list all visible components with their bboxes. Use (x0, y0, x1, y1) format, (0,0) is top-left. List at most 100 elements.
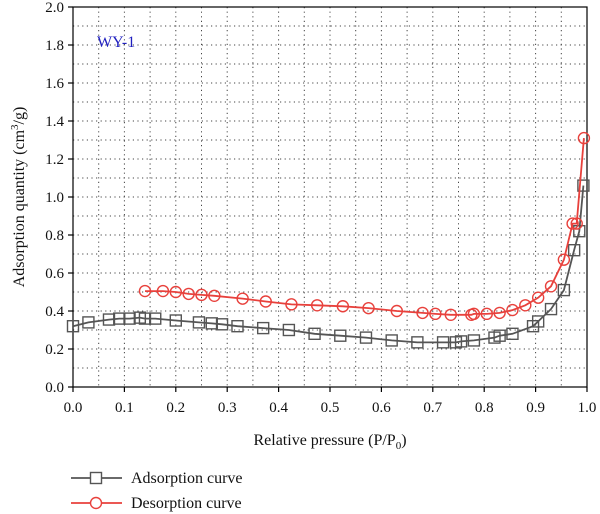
data-point (282, 323, 296, 337)
data-point (573, 224, 586, 238)
data-point (436, 336, 450, 349)
data-point (308, 327, 321, 340)
x-tick-label: 0.2 (166, 400, 185, 416)
data-point (66, 320, 80, 333)
data-point (102, 313, 116, 326)
x-tick-label: 0.7 (423, 400, 442, 416)
data-point (113, 312, 126, 325)
y-tick-label: 1.4 (45, 114, 64, 130)
data-point (467, 334, 481, 347)
data-point (493, 329, 506, 342)
data-point (531, 291, 545, 304)
y-tick-label: 1.6 (45, 76, 64, 92)
y-axis-title-sup: 3 (9, 124, 21, 130)
y-axis-title-main: Adsorption quantity (cm (11, 129, 28, 287)
grid (73, 7, 587, 387)
data-point (577, 131, 591, 145)
x-tick-label: 0.8 (475, 400, 494, 416)
data-point (480, 307, 493, 321)
data-point (195, 288, 208, 302)
data-point (149, 312, 162, 325)
data-point (334, 329, 347, 342)
legend-label-desorption: Desorption curve (131, 495, 242, 512)
data-point (256, 321, 270, 335)
y-tick-label: 0.2 (45, 342, 64, 358)
data-point (506, 327, 519, 340)
data-point (169, 285, 183, 299)
data-point (557, 283, 571, 297)
x-axis-title-end: ) (401, 432, 406, 449)
data-point (138, 284, 152, 298)
x-tick-label: 0.1 (115, 400, 134, 416)
y-axis-title-end: /g) (11, 107, 28, 125)
data-point (570, 217, 583, 230)
x-axis-title-sub: 0 (396, 440, 402, 452)
x-tick-label: 0.4 (269, 400, 288, 416)
x-axis-title: Relative pressure (P/P0) (253, 432, 406, 452)
data-point (215, 318, 229, 331)
data-point (429, 307, 442, 321)
data-point (493, 306, 506, 320)
axis-ticks: 0.0 0.1 0.2 0.3 0.4 0.5 0.6 0.7 0.8 0.9 1.0 0.0 0.2 0… (45, 0, 596, 416)
x-tick-label: 0.5 (321, 400, 340, 416)
data-point (123, 312, 136, 325)
x-tick-label: 0.9 (526, 400, 545, 416)
data-point (390, 304, 404, 318)
x-axis-title-main: Relative pressure (P/P (253, 432, 395, 449)
sample-annotation: WY-1 (97, 34, 135, 51)
data-point (544, 302, 558, 316)
data-point (506, 303, 519, 317)
data-point (182, 287, 195, 301)
data-point (519, 299, 532, 312)
data-point (359, 331, 373, 344)
data-point (236, 292, 249, 305)
y-tick-label: 1.8 (45, 38, 64, 54)
data-point (544, 280, 558, 293)
data-point (205, 317, 218, 330)
data-point (531, 315, 545, 328)
series-line (145, 138, 585, 316)
legend-marker-desorption (89, 496, 103, 510)
data-point (567, 243, 581, 257)
y-tick-label: 0.4 (45, 304, 64, 320)
data-point (259, 295, 272, 308)
y-tick-label: 0.0 (45, 380, 64, 396)
legend-item-desorption: Desorption curve (71, 495, 242, 512)
legend-item-adsorption: Adsorption curve (71, 470, 243, 487)
data-point (557, 253, 571, 266)
data-point (362, 301, 375, 315)
y-tick-label: 2.0 (45, 0, 64, 16)
data-point (444, 308, 457, 321)
data-point (138, 312, 152, 325)
y-tick-label: 1.0 (45, 190, 64, 206)
x-tick-label: 0.3 (218, 400, 237, 416)
y-axis-title: Adsorption quantity (cm3/g) (9, 107, 28, 288)
series-line (72, 185, 585, 344)
data-point (82, 316, 95, 329)
data-point (310, 299, 324, 312)
data-point (467, 307, 481, 321)
data-point (285, 298, 298, 311)
legend: Adsorption curve Desorption curve (71, 470, 243, 512)
data-point (577, 179, 590, 192)
data-point (156, 284, 170, 298)
x-tick-label: 0.6 (372, 400, 391, 416)
y-tick-label: 0.8 (45, 228, 64, 244)
data-point (385, 334, 398, 347)
data-point (192, 316, 206, 329)
data-point (336, 300, 350, 313)
legend-marker-adsorption (89, 471, 103, 485)
y-tick-label: 1.2 (45, 152, 64, 168)
series-layer (66, 131, 591, 349)
data-point (416, 306, 429, 320)
data-point (231, 320, 244, 333)
data-point (208, 289, 221, 302)
series-adsorption (66, 179, 590, 349)
data-point (169, 314, 183, 327)
x-tick-label: 1.0 (578, 400, 597, 416)
data-point (566, 217, 579, 230)
data-point (411, 336, 424, 349)
y-tick-label: 0.6 (45, 266, 64, 282)
x-tick-label: 0.0 (64, 400, 83, 416)
